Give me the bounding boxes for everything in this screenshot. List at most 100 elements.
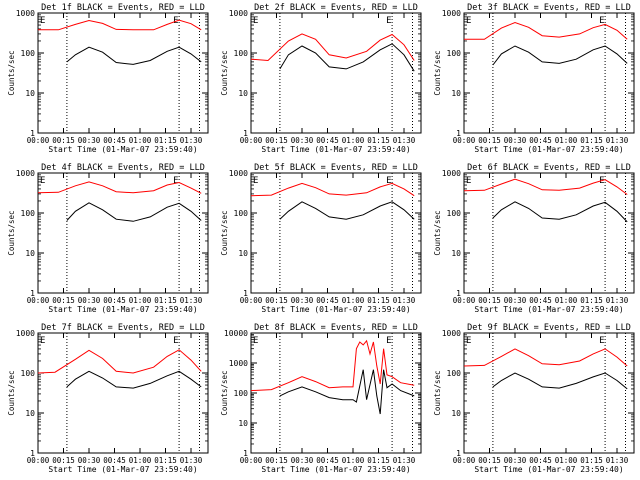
y-axis-label: Counts/sec [220, 50, 229, 95]
e-marker-label: E [173, 336, 178, 346]
x-tick-label: 01:30 [606, 136, 629, 145]
x-tick-label: 01:00 [555, 456, 578, 465]
e-marker-label: E [40, 336, 45, 346]
x-tick-label: 00:30 [78, 136, 101, 145]
x-tick-label: 01:15 [367, 136, 390, 145]
series-line-lld [250, 339, 415, 392]
y-tick-label: 100 [234, 209, 249, 218]
x-tick-label: 01:15 [154, 296, 177, 305]
x-tick-label: 00:30 [78, 296, 101, 305]
x-tick-label: 01:30 [606, 456, 629, 465]
y-axis-label: Counts/sec [433, 50, 442, 95]
series-line-events [66, 46, 202, 65]
plot-panel-5: Det 5f BLACK = Events, RED = LLD 1 10 100 10… [220, 163, 422, 314]
x-tick-label: 01:00 [342, 456, 365, 465]
x-tick-label: 00:30 [291, 296, 314, 305]
x-tick-label: 01:30 [180, 456, 203, 465]
x-tick-label: 00:30 [504, 296, 527, 305]
e-marker-label: E [599, 16, 604, 26]
plot-panel-2: Det 2f BLACK = Events, RED = LLD 1 10 100 10… [220, 3, 422, 154]
plot-title: Det 1f BLACK = Events, RED = LLD [41, 3, 205, 13]
x-tick-label: 00:15 [478, 296, 501, 305]
e-marker-label: E [386, 16, 391, 26]
y-tick-label: 1000 [442, 9, 461, 18]
x-tick-label: 00:00 [27, 456, 50, 465]
plot-frame [250, 332, 422, 454]
x-tick-label: 00:45 [529, 136, 552, 145]
series-line-events [492, 201, 628, 223]
y-tick-label: 100 [447, 369, 462, 378]
e-marker-label: E [386, 336, 391, 346]
y-tick-label: 10 [451, 249, 461, 258]
y-tick-label: 1000 [16, 169, 35, 178]
x-axis-label: Start Time (01-Mar-07 23:59:40) [261, 465, 410, 474]
series-line-lld [37, 181, 202, 194]
y-axis-label: Counts/sec [433, 370, 442, 415]
plot-title: Det 5f BLACK = Events, RED = LLD [254, 163, 418, 173]
e-marker-label: E [599, 336, 604, 346]
y-tick-label: 100 [21, 369, 36, 378]
x-tick-label: 00:15 [52, 136, 75, 145]
series-line-events [279, 201, 415, 220]
y-tick-label: 100 [447, 49, 462, 58]
x-tick-label: 00:00 [27, 136, 50, 145]
series-line-lld [464, 21, 628, 40]
x-tick-label: 00:00 [240, 136, 263, 145]
e-marker-label: E [466, 176, 471, 186]
y-axis-label: Counts/sec [220, 210, 229, 255]
plot-frame [463, 332, 635, 454]
x-tick-label: 01:15 [367, 456, 390, 465]
e-marker-label: E [253, 336, 258, 346]
y-tick-label: 1 [243, 289, 248, 298]
series-line-events [492, 372, 628, 390]
x-tick-label: 00:45 [103, 456, 126, 465]
y-axis-label: Counts/sec [7, 370, 16, 415]
x-tick-label: 01:15 [580, 456, 603, 465]
x-tick-label: 00:15 [265, 296, 288, 305]
series-line-lld [463, 348, 628, 367]
x-tick-label: 00:00 [453, 296, 476, 305]
plot-title: Det 4f BLACK = Events, RED = LLD [41, 163, 205, 173]
x-tick-label: 00:00 [240, 456, 263, 465]
plot-frame [37, 332, 209, 454]
x-tick-label: 00:15 [478, 136, 501, 145]
x-tick-label: 00:15 [52, 296, 75, 305]
plot-title: Det 9f BLACK = Events, RED = LLD [467, 323, 631, 333]
plot-frame [37, 12, 209, 134]
x-tick-label: 00:30 [504, 136, 527, 145]
plot-panel-3: Det 3f BLACK = Events, RED = LLD 1 10 100 10… [433, 3, 635, 154]
x-axis-label: Start Time (01-Mar-07 23:59:40) [48, 465, 197, 474]
series-line-events [279, 43, 415, 72]
y-tick-label: 1000 [229, 359, 248, 368]
e-marker-label: E [466, 16, 471, 26]
plot-panel-9: Det 9f BLACK = Events, RED = LLD 1 10 100 10… [433, 323, 635, 474]
e-marker-label: E [40, 176, 45, 186]
x-tick-label: 00:30 [504, 456, 527, 465]
series-line-events [279, 369, 415, 415]
y-tick-label: 10 [451, 89, 461, 98]
plot-frame [250, 12, 422, 134]
x-tick-label: 01:00 [555, 136, 578, 145]
plot-title: Det 3f BLACK = Events, RED = LLD [467, 3, 631, 13]
x-tick-label: 00:15 [265, 136, 288, 145]
x-tick-label: 00:00 [27, 296, 50, 305]
y-tick-label: 100 [21, 209, 36, 218]
series-line-events [492, 45, 628, 66]
x-tick-label: 01:30 [393, 296, 416, 305]
series-line-events [66, 202, 202, 222]
x-tick-label: 01:30 [180, 296, 203, 305]
x-tick-label: 01:15 [154, 456, 177, 465]
x-tick-label: 00:45 [316, 456, 339, 465]
y-tick-label: 10 [25, 89, 35, 98]
x-tick-label: 01:15 [580, 136, 603, 145]
x-tick-label: 01:30 [393, 136, 416, 145]
plot-panel-4: Det 4f BLACK = Events, RED = LLD 1 10 100 10… [7, 163, 209, 314]
plot-frame [463, 172, 635, 294]
y-tick-label: 1000 [442, 169, 461, 178]
x-axis-label: Start Time (01-Mar-07 23:59:40) [261, 305, 410, 314]
x-tick-label: 01:15 [154, 136, 177, 145]
x-tick-label: 00:45 [529, 456, 552, 465]
y-tick-label: 100 [447, 209, 462, 218]
y-axis-label: Counts/sec [433, 210, 442, 255]
y-tick-label: 1 [30, 449, 35, 458]
